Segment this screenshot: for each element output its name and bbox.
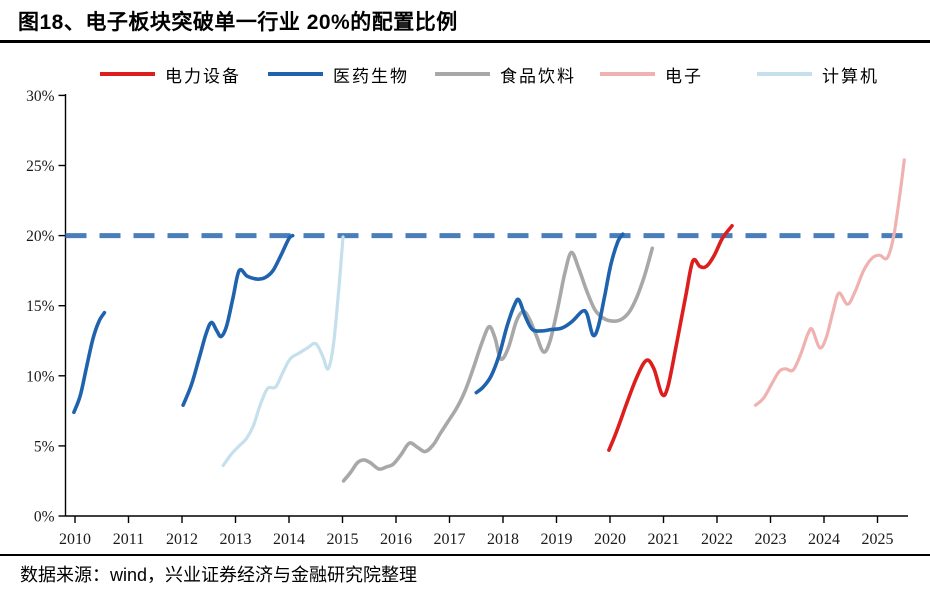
x-tick-label: 2019 (541, 531, 573, 548)
legend-label: 医药生物 (333, 66, 409, 86)
series-line-4-seg-0 (221, 235, 345, 468)
x-tick-label: 2021 (648, 531, 680, 548)
series-line-1-seg-1 (181, 233, 295, 407)
legend-item-0: 电力设备 (100, 62, 241, 86)
legend-item-4: 计算机 (757, 62, 879, 86)
chart-legend: 电力设备 医药生物 食品饮料 电子 计算机 (0, 62, 930, 86)
figure-title: 图18、电子板块突破单一行业 20%的配置比例 (18, 11, 458, 34)
series-line-1-seg-2 (474, 232, 625, 395)
legend-item-1: 医药生物 (268, 62, 409, 86)
legend-line-swatch (600, 72, 655, 76)
x-tick-label: 2015 (327, 531, 359, 548)
legend-item-3: 电子 (600, 62, 703, 86)
x-tick-label: 2010 (59, 531, 91, 548)
y-tick-label: 10% (26, 368, 55, 385)
y-tick-label: 20% (26, 228, 55, 245)
x-tick-label: 2024 (808, 531, 840, 548)
legend-label: 电力设备 (165, 66, 241, 86)
x-tick-label: 2022 (701, 531, 733, 548)
legend-label: 计算机 (822, 66, 879, 86)
x-tick-label: 2023 (755, 531, 787, 548)
series-line-1-seg-0 (72, 310, 107, 415)
source-note: 数据来源：wind，兴业证券经济与金融研究院整理 (20, 565, 418, 585)
legend-line-swatch (100, 72, 155, 76)
series-line-0-seg-0 (607, 224, 734, 452)
x-tick-label: 2011 (113, 531, 144, 548)
x-tick-label: 2016 (380, 531, 412, 548)
footer-divider (0, 554, 930, 556)
legend-label: 食品饮料 (500, 66, 576, 86)
x-tick-label: 2012 (166, 531, 198, 548)
y-tick-label: 0% (34, 509, 55, 526)
x-tick-label: 2025 (862, 531, 894, 548)
y-tick-label: 15% (26, 298, 55, 315)
legend-line-swatch (757, 72, 812, 76)
y-tick-label: 30% (26, 88, 55, 105)
x-tick-label: 2014 (273, 531, 305, 548)
legend-label: 电子 (665, 66, 703, 86)
x-tick-label: 2017 (434, 531, 466, 548)
legend-line-swatch (268, 72, 323, 76)
title-divider (0, 40, 930, 43)
x-tick-label: 2020 (594, 531, 626, 548)
x-tick-label: 2018 (487, 531, 519, 548)
y-tick-label: 5% (34, 438, 55, 455)
legend-item-2: 食品饮料 (435, 62, 576, 86)
x-tick-label: 2013 (220, 531, 252, 548)
series-line-3-seg-0 (753, 158, 906, 407)
series-line-2-seg-0 (341, 246, 655, 483)
y-tick-label: 25% (26, 158, 55, 175)
legend-line-swatch (435, 72, 490, 76)
